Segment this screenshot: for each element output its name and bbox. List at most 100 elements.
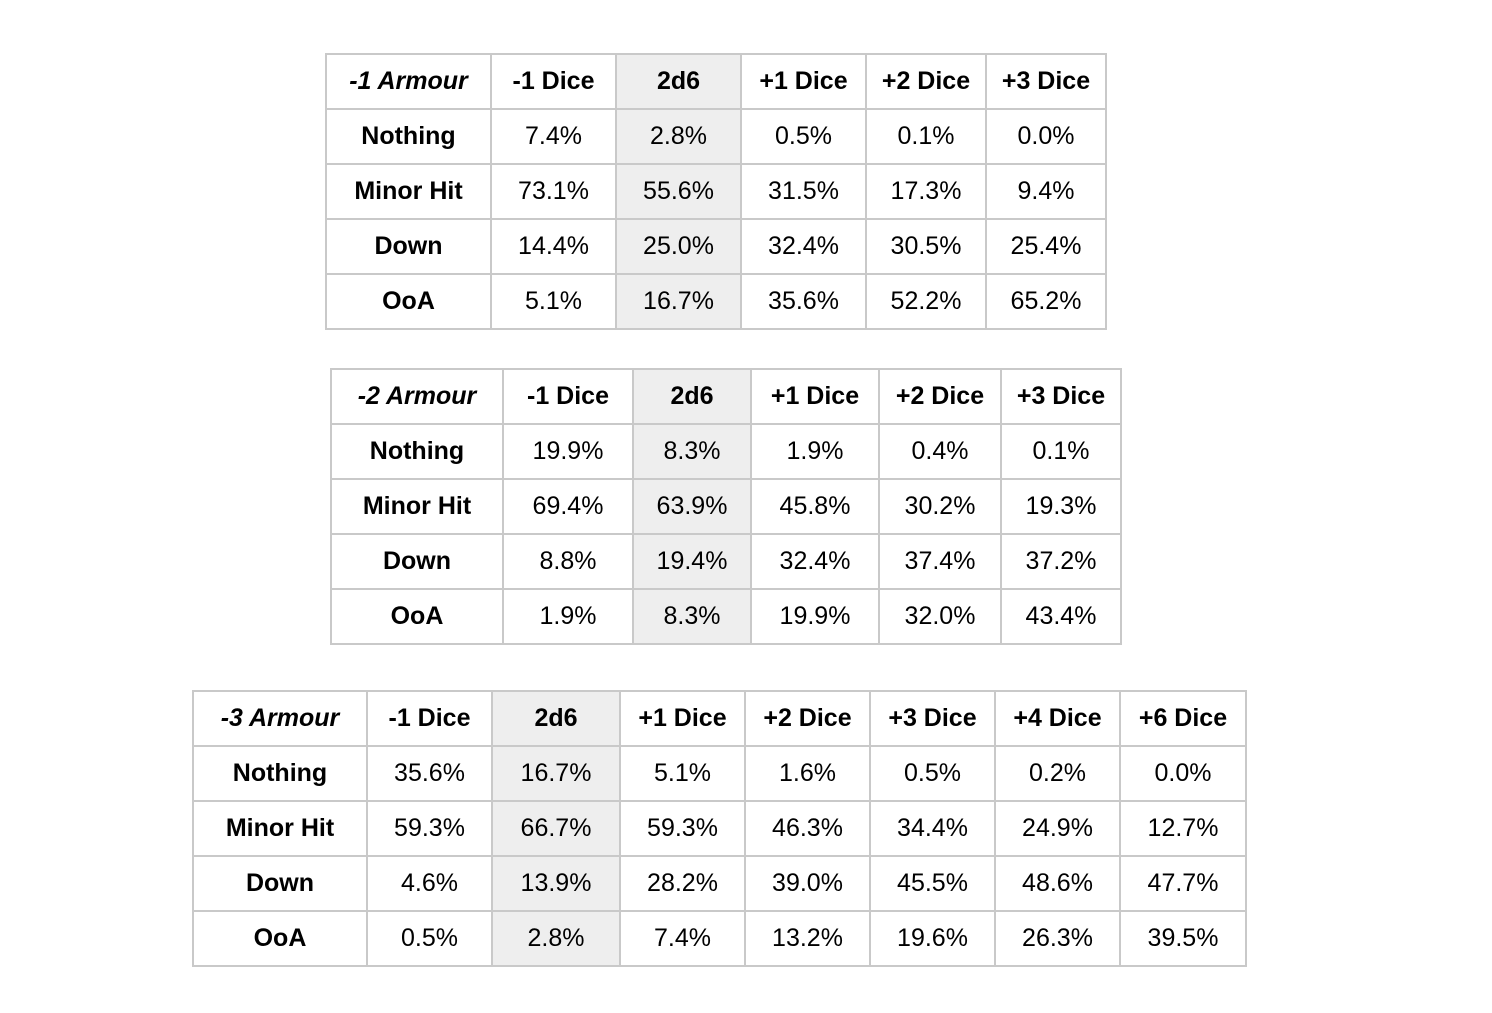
table-row: OoA 0.5% 2.8% 7.4% 13.2% 19.6% 26.3% 39.… (192, 910, 1247, 967)
table-row: OoA 1.9% 8.3% 19.9% 32.0% 43.4% (330, 588, 1122, 645)
value-cell: 19.9% (502, 423, 634, 480)
value-cell: 0.0% (985, 108, 1107, 165)
value-cell: 1.9% (502, 588, 634, 645)
table-row: Minor Hit 59.3% 66.7% 59.3% 46.3% 34.4% … (192, 800, 1247, 857)
value-cell: 0.1% (865, 108, 987, 165)
row-label: Nothing (192, 745, 368, 802)
column-header: +1 Dice (619, 690, 746, 747)
header-row: -3 Armour -1 Dice 2d6 +1 Dice +2 Dice +3… (192, 690, 1247, 747)
table-row: Nothing 35.6% 16.7% 5.1% 1.6% 0.5% 0.2% … (192, 745, 1247, 802)
column-header: +4 Dice (994, 690, 1121, 747)
value-cell: 25.4% (985, 218, 1107, 275)
value-cell: 69.4% (502, 478, 634, 535)
value-cell: 19.3% (1000, 478, 1122, 535)
table-title: -1 Armour (325, 53, 492, 110)
value-cell: 52.2% (865, 273, 987, 330)
column-header-highlighted: 2d6 (632, 368, 752, 425)
value-cell: 45.8% (750, 478, 880, 535)
armour-minus-2-table: -2 Armour -1 Dice 2d6 +1 Dice +2 Dice +3… (330, 368, 1122, 645)
value-cell: 39.5% (1119, 910, 1247, 967)
value-cell: 47.7% (1119, 855, 1247, 912)
value-cell: 0.5% (869, 745, 996, 802)
table-row: Nothing 7.4% 2.8% 0.5% 0.1% 0.0% (325, 108, 1107, 165)
row-label: OoA (325, 273, 492, 330)
armour-minus-1-table: -1 Armour -1 Dice 2d6 +1 Dice +2 Dice +3… (325, 53, 1107, 330)
row-label: Nothing (330, 423, 504, 480)
value-cell: 48.6% (994, 855, 1121, 912)
value-cell: 5.1% (490, 273, 617, 330)
value-cell: 1.6% (744, 745, 871, 802)
table-row: Minor Hit 69.4% 63.9% 45.8% 30.2% 19.3% (330, 478, 1122, 535)
row-label: Minor Hit (330, 478, 504, 535)
row-label: OoA (192, 910, 368, 967)
value-cell: 0.0% (1119, 745, 1247, 802)
value-cell: 17.3% (865, 163, 987, 220)
column-header: +6 Dice (1119, 690, 1247, 747)
value-cell: 0.5% (366, 910, 493, 967)
value-cell: 28.2% (619, 855, 746, 912)
table-title: -2 Armour (330, 368, 504, 425)
table-row: Down 14.4% 25.0% 32.4% 30.5% 25.4% (325, 218, 1107, 275)
value-cell: 32.0% (878, 588, 1002, 645)
value-cell-highlighted: 2.8% (491, 910, 621, 967)
value-cell-highlighted: 8.3% (632, 588, 752, 645)
value-cell-highlighted: 13.9% (491, 855, 621, 912)
value-cell: 1.9% (750, 423, 880, 480)
column-header-highlighted: 2d6 (491, 690, 621, 747)
value-cell: 7.4% (619, 910, 746, 967)
column-header: -1 Dice (366, 690, 493, 747)
row-label: Down (325, 218, 492, 275)
column-header-highlighted: 2d6 (615, 53, 742, 110)
table-row: Minor Hit 73.1% 55.6% 31.5% 17.3% 9.4% (325, 163, 1107, 220)
value-cell: 32.4% (750, 533, 880, 590)
value-cell: 34.4% (869, 800, 996, 857)
value-cell: 43.4% (1000, 588, 1122, 645)
row-label: Down (330, 533, 504, 590)
table-row: Down 8.8% 19.4% 32.4% 37.4% 37.2% (330, 533, 1122, 590)
table-title: -3 Armour (192, 690, 368, 747)
column-header: +3 Dice (985, 53, 1107, 110)
value-cell: 31.5% (740, 163, 867, 220)
value-cell: 26.3% (994, 910, 1121, 967)
value-cell-highlighted: 2.8% (615, 108, 742, 165)
value-cell: 9.4% (985, 163, 1107, 220)
row-label: Minor Hit (192, 800, 368, 857)
armour-minus-3-table: -3 Armour -1 Dice 2d6 +1 Dice +2 Dice +3… (192, 690, 1247, 967)
value-cell: 14.4% (490, 218, 617, 275)
header-row: -1 Armour -1 Dice 2d6 +1 Dice +2 Dice +3… (325, 53, 1107, 110)
value-cell-highlighted: 25.0% (615, 218, 742, 275)
column-header: +2 Dice (878, 368, 1002, 425)
value-cell: 35.6% (740, 273, 867, 330)
value-cell: 0.2% (994, 745, 1121, 802)
value-cell-highlighted: 66.7% (491, 800, 621, 857)
table-row: OoA 5.1% 16.7% 35.6% 52.2% 65.2% (325, 273, 1107, 330)
value-cell: 19.6% (869, 910, 996, 967)
value-cell: 19.9% (750, 588, 880, 645)
value-cell: 37.2% (1000, 533, 1122, 590)
row-label: Down (192, 855, 368, 912)
column-header: +3 Dice (869, 690, 996, 747)
row-label: Nothing (325, 108, 492, 165)
value-cell: 45.5% (869, 855, 996, 912)
value-cell-highlighted: 19.4% (632, 533, 752, 590)
column-header: +1 Dice (750, 368, 880, 425)
value-cell: 46.3% (744, 800, 871, 857)
value-cell: 0.4% (878, 423, 1002, 480)
value-cell: 0.1% (1000, 423, 1122, 480)
column-header: +2 Dice (744, 690, 871, 747)
value-cell: 30.2% (878, 478, 1002, 535)
value-cell-highlighted: 16.7% (615, 273, 742, 330)
row-label: Minor Hit (325, 163, 492, 220)
value-cell: 32.4% (740, 218, 867, 275)
value-cell: 24.9% (994, 800, 1121, 857)
value-cell: 7.4% (490, 108, 617, 165)
table-row: Down 4.6% 13.9% 28.2% 39.0% 45.5% 48.6% … (192, 855, 1247, 912)
value-cell: 13.2% (744, 910, 871, 967)
value-cell: 73.1% (490, 163, 617, 220)
value-cell: 30.5% (865, 218, 987, 275)
value-cell: 0.5% (740, 108, 867, 165)
table-row: Nothing 19.9% 8.3% 1.9% 0.4% 0.1% (330, 423, 1122, 480)
value-cell: 59.3% (619, 800, 746, 857)
value-cell: 37.4% (878, 533, 1002, 590)
value-cell-highlighted: 55.6% (615, 163, 742, 220)
